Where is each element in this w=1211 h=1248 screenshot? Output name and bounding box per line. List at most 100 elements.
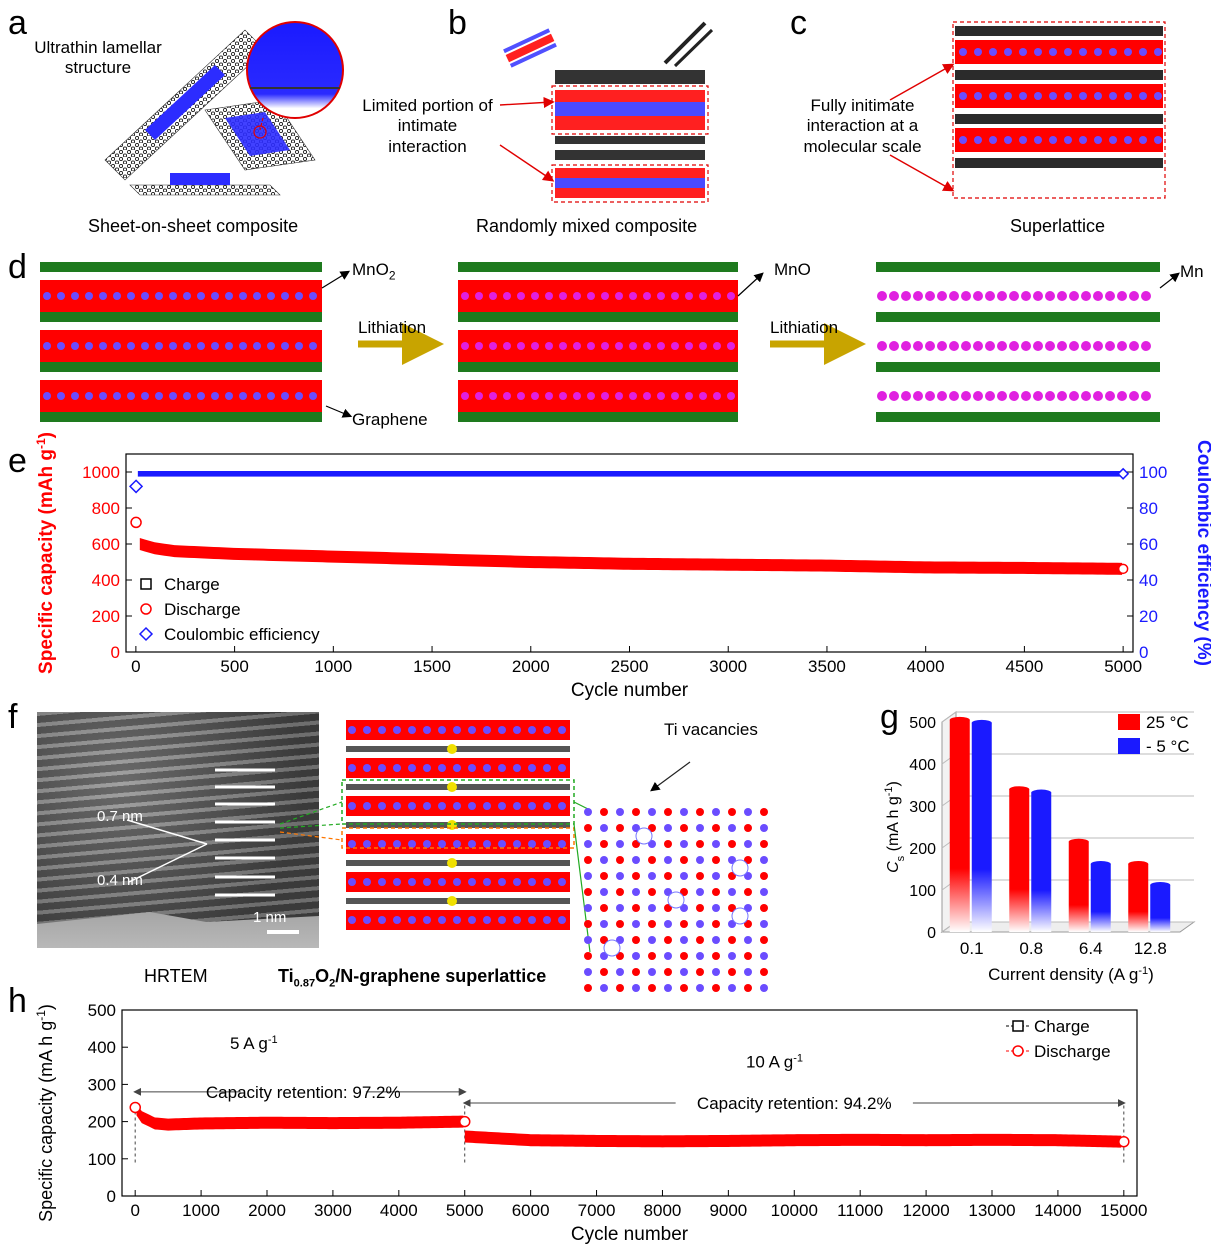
fringe-label-04: 0.4 nm — [97, 872, 143, 889]
y-tick-label-right: 60 — [1139, 535, 1158, 554]
legend-label: Discharge — [164, 600, 241, 619]
label-mn: Mn — [1180, 262, 1204, 281]
x-axis-label: Cycle number — [571, 680, 689, 701]
zoom-circle — [246, 21, 344, 119]
oxide-sheet — [170, 173, 230, 185]
legend-label: Charge — [164, 575, 220, 594]
bar — [1068, 838, 1089, 932]
dashed-box — [551, 85, 709, 135]
bar-cap — [1128, 860, 1149, 867]
y-tick-label-right: 20 — [1139, 607, 1158, 626]
y-tick-label: 200 — [909, 841, 936, 858]
x-tick-label: 7000 — [578, 1201, 616, 1220]
x-axis-label: Cycle number — [571, 1224, 689, 1245]
bar-body — [949, 719, 970, 932]
dashed-box — [551, 164, 709, 203]
panel-letter-f: f — [8, 698, 18, 736]
annotation-rate-1: 5 A g-1 — [230, 1034, 278, 1053]
x-tick-label: 6.4 — [1079, 939, 1103, 958]
y-axis-label-right: Coulombic efficiency (%) — [1193, 440, 1211, 666]
y-tick-label: 0 — [927, 925, 936, 942]
legend-marker — [1012, 1020, 1024, 1032]
discharge-point-first — [130, 516, 142, 529]
superlattice-caption: Ti0.87O2/N-graphene superlattice — [278, 966, 547, 990]
x-tick-label: 1000 — [314, 657, 352, 676]
series-discharge — [129, 1101, 1130, 1148]
x-tick-label: 5000 — [446, 1201, 484, 1220]
panel-c-arrows — [889, 63, 955, 192]
bar-body — [971, 722, 992, 932]
x-tick-label: 3000 — [314, 1201, 352, 1220]
discharge-band — [464, 1130, 1122, 1148]
y-tick-label-right: 0 — [1139, 643, 1148, 662]
x-tick-label: 4500 — [1005, 657, 1043, 676]
x-axis-label: Current density (A g-1) — [988, 965, 1154, 984]
y-tick-label-left: 1000 — [82, 463, 120, 482]
y-tick-label-right: 80 — [1139, 499, 1158, 518]
y-tick-label: 500 — [88, 1001, 116, 1020]
y-tick-label-left: 800 — [92, 499, 120, 518]
y-tick-label: 400 — [88, 1038, 116, 1057]
bar — [971, 719, 992, 932]
y-tick-label-left: 0 — [111, 643, 120, 662]
hrtem-image: 0.7 nm 0.4 nm 1 nm — [37, 712, 319, 948]
chart-g: 0 100 200 300 400 500 0.1 0.8 6.4 12.8 Current den… — [883, 711, 1196, 984]
x-tick-label: 500 — [220, 657, 248, 676]
panel-c-diagram — [952, 21, 1166, 199]
label-lithiation-1: Lithiation — [358, 318, 427, 337]
x-tick-label: 3000 — [709, 657, 747, 676]
bar-cap — [971, 719, 992, 726]
bar-cap — [1068, 838, 1089, 845]
x-tick-label: 14000 — [1034, 1201, 1081, 1220]
panel-d-diagram — [40, 262, 1180, 422]
legend-label: Charge — [1034, 1017, 1090, 1036]
panel-c-caption: Superlattice — [1010, 216, 1106, 236]
oxide-sheet — [225, 112, 290, 156]
label-mno2: MnO2 — [352, 260, 396, 283]
y-tick-label: 100 — [909, 883, 936, 900]
ce-point-last — [1117, 467, 1130, 480]
chart-e-legend: Charge Discharge Coulombic efficiency — [138, 575, 320, 644]
graphene-sheet — [129, 184, 281, 196]
panel-b-diagram — [503, 21, 714, 203]
y-axis-label: Cs (mA h g-1) — [883, 781, 907, 873]
x-tick-label: 2000 — [512, 657, 550, 676]
panel-letter-h: h — [8, 982, 27, 1020]
panel-c-label: Fully initimate interaction at a molecul… — [803, 96, 922, 156]
panel-a-diagram — [104, 21, 344, 196]
chart-h-legend: Charge Discharge — [1006, 1017, 1111, 1061]
x-tick-label: 2500 — [611, 657, 649, 676]
discharge-band — [139, 538, 1123, 575]
x-tick-label: 0 — [130, 1201, 139, 1220]
bar-body — [1128, 863, 1149, 932]
x-tick-label: 10000 — [771, 1201, 818, 1220]
panel-a-caption: Sheet-on-sheet composite — [88, 216, 299, 236]
discharge-band — [136, 1103, 464, 1131]
y-tick-label-left: 200 — [92, 607, 120, 626]
discharge-point-switch — [458, 1115, 471, 1128]
x-tick-label: 15000 — [1100, 1201, 1147, 1220]
y-tick-label: 300 — [909, 799, 936, 816]
panel-b-arrows — [499, 96, 555, 182]
scale-bar-label: 1 nm — [253, 909, 287, 926]
legend-label: - 5 °C — [1146, 737, 1190, 756]
hrtem-caption: HRTEM — [144, 966, 208, 986]
y-tick-label: 100 — [88, 1150, 116, 1169]
bar — [1150, 881, 1171, 932]
oxide-sheet — [145, 65, 225, 140]
bar-cap — [1031, 789, 1052, 796]
y-tick-label: 500 — [909, 715, 936, 732]
chart-g-legend: 25 °C - 5 °C — [1118, 713, 1190, 756]
ce-band — [137, 471, 1124, 477]
y-tick-label: 0 — [107, 1187, 116, 1206]
x-tick-label: 0 — [131, 657, 140, 676]
panel-a-label: Ultrathin lamellar structure — [34, 38, 162, 78]
panel-letter-g: g — [880, 698, 899, 736]
bar — [1090, 860, 1111, 932]
x-tick-label: 12.8 — [1134, 939, 1167, 958]
label-graphene: Graphene — [352, 410, 428, 429]
ti-vacancies-label: Ti vacancies — [664, 720, 758, 739]
y-tick-label: 200 — [88, 1113, 116, 1132]
legend-swatch — [1118, 714, 1140, 730]
discharge-point-last — [1117, 563, 1129, 575]
